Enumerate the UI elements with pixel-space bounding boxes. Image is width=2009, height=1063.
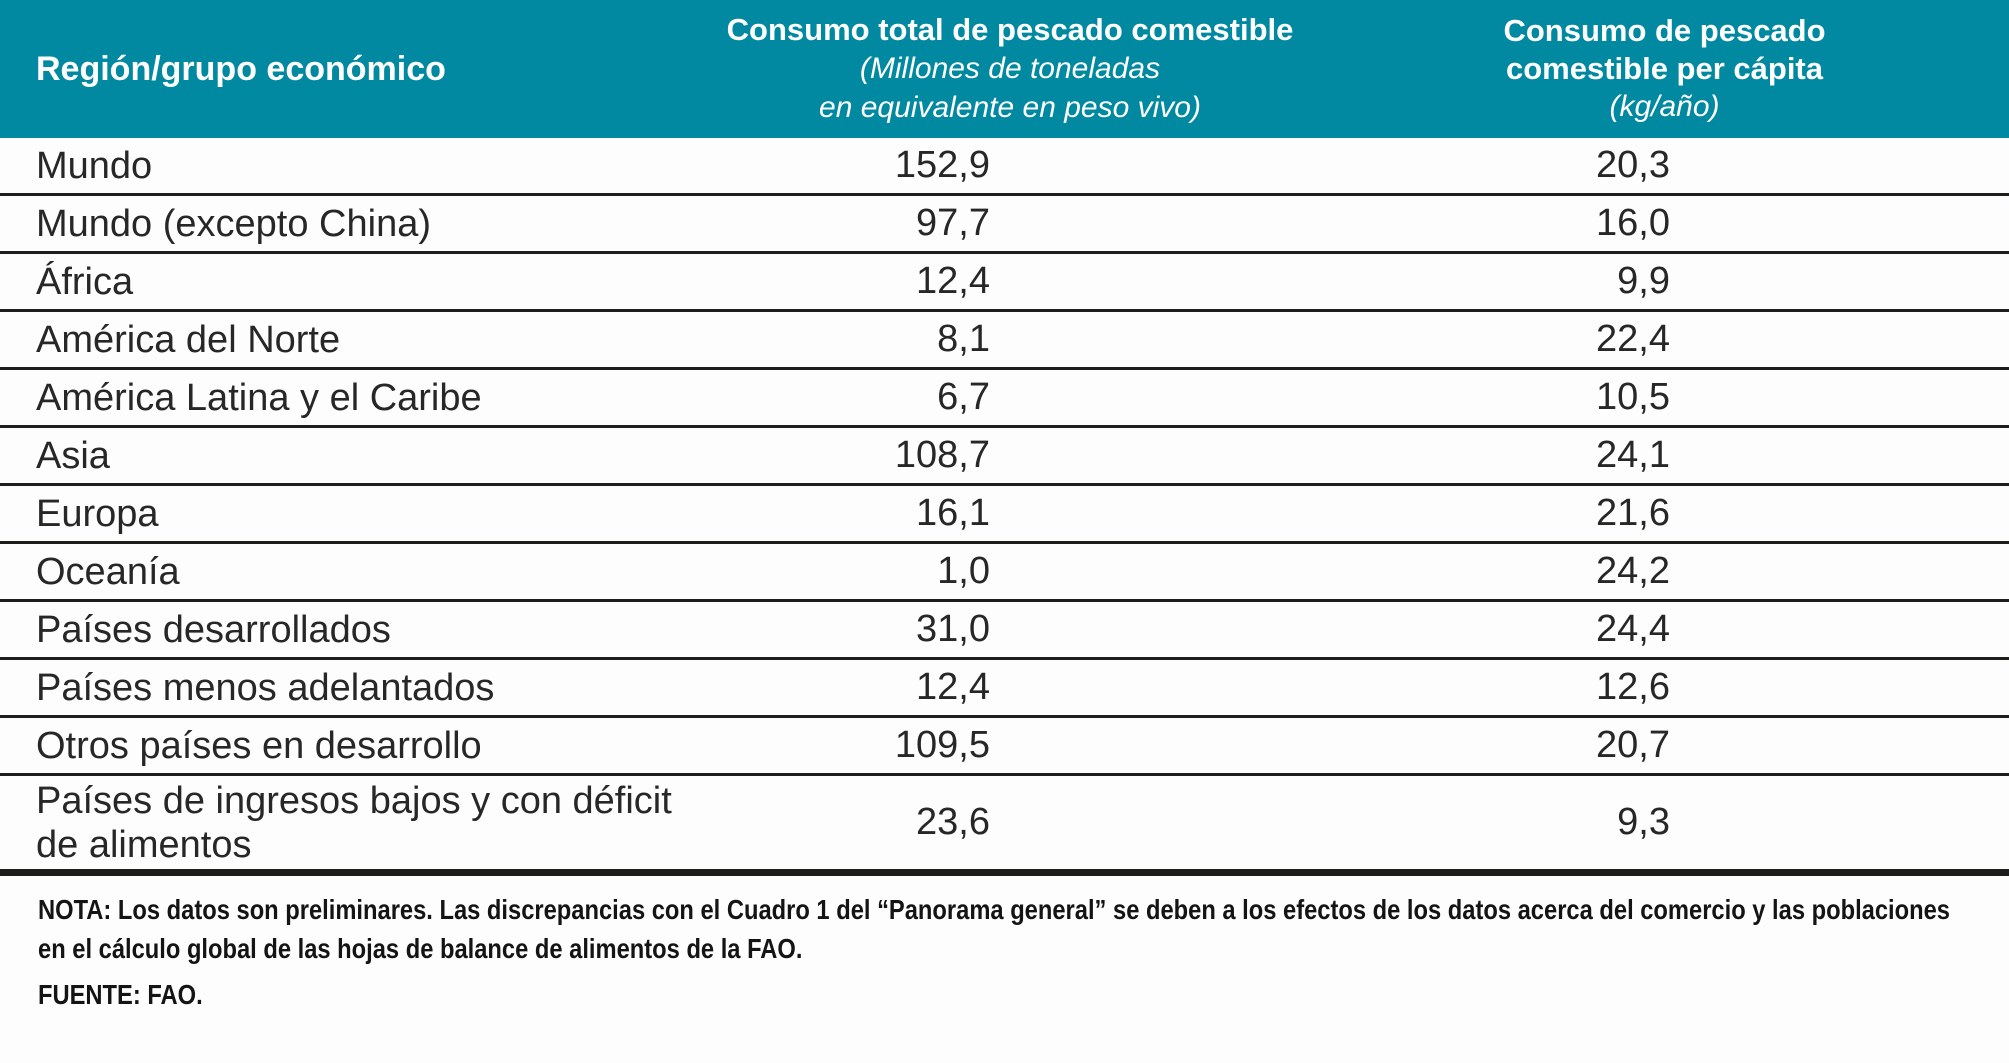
per-capita-cell: 24,4 [1596, 608, 1670, 650]
region-cell: Países menos adelantados [36, 666, 495, 709]
region-cell: Europa [36, 492, 159, 535]
per-capita-cell: 20,3 [1596, 144, 1670, 186]
total-cell: 1,0 [700, 550, 1320, 593]
table-row: América del Norte 8,1 22,4 [0, 312, 2009, 370]
table-row: Países desarrollados 31,0 24,4 [0, 602, 2009, 660]
total-cell: 97,7 [700, 202, 1320, 245]
header-total-consumption-column: Consumo total de pescado comestible (Mil… [700, 0, 1320, 138]
table-row: Otros países en desarrollo 109,5 20,7 [0, 718, 2009, 776]
region-cell: Otros países en desarrollo [36, 724, 482, 767]
table-row: África 12,4 9,9 [0, 254, 2009, 312]
per-capita-cell: 24,2 [1596, 550, 1670, 592]
total-cell: 109,5 [700, 724, 1320, 767]
header-per-capita-column: Consumo de pescado comestible per cápita… [1320, 0, 2009, 138]
total-cell: 12,4 [700, 666, 1320, 709]
total-cell: 8,1 [700, 318, 1320, 361]
table-row: Europa 16,1 21,6 [0, 486, 2009, 544]
header-region-column: Región/grupo económico [0, 0, 700, 138]
per-capita-cell: 10,5 [1596, 376, 1670, 418]
table-row: Mundo 152,9 20,3 [0, 138, 2009, 196]
region-cell: Países desarrollados [36, 608, 391, 651]
per-capita-cell: 24,1 [1596, 434, 1670, 476]
header-per-capita-title-line2: comestible per cápita [1505, 51, 1823, 86]
per-capita-cell: 9,3 [1617, 801, 1670, 843]
per-capita-cell: 20,7 [1596, 724, 1670, 766]
region-cell: Mundo [36, 144, 153, 187]
fish-consumption-table: Región/grupo económico Consumo total de … [0, 0, 2009, 1014]
region-cell: Oceanía [36, 550, 180, 593]
total-value: 109,5 [894, 724, 990, 766]
region-cell: América Latina y el Caribe [36, 376, 482, 419]
total-value: 23,6 [916, 801, 990, 843]
total-value: 6,7 [937, 376, 990, 418]
total-value: 97,7 [916, 202, 990, 244]
table-row: América Latina y el Caribe 6,7 10,5 [0, 370, 2009, 428]
table-row: Países menos adelantados 12,4 12,6 [0, 660, 2009, 718]
header-region-label: Región/grupo económico [36, 49, 446, 88]
total-value: 16,1 [916, 492, 990, 534]
table-header-row: Región/grupo económico Consumo total de … [0, 0, 2009, 138]
total-value: 8,1 [937, 318, 990, 360]
table-bottom-rule [0, 869, 2009, 876]
header-total-title: Consumo total de pescado comestible [726, 12, 1294, 47]
region-cell: Países de ingresos bajos y con déficit d… [0, 779, 700, 867]
per-capita-cell: 21,6 [1596, 492, 1670, 534]
total-cell: 31,0 [700, 608, 1320, 651]
total-value: 1,0 [937, 550, 990, 592]
header-per-capita-unit: (kg/año) [1609, 90, 1720, 123]
total-cell: 6,7 [700, 376, 1320, 419]
total-cell: 23,6 [700, 801, 1320, 844]
per-capita-cell: 9,9 [1617, 260, 1670, 302]
per-capita-cell: 16,0 [1596, 202, 1670, 244]
source-text: FUENTE: FAO. [38, 979, 203, 1010]
total-value: 152,9 [894, 144, 990, 186]
total-cell: 16,1 [700, 492, 1320, 535]
per-capita-cell: 22,4 [1596, 318, 1670, 360]
note-text: NOTA: Los datos son preliminares. Las di… [38, 894, 1950, 964]
total-value: 12,4 [916, 260, 990, 302]
header-total-unit-line1: (Millones de toneladas [859, 52, 1161, 85]
table-row: Asia 108,7 24,1 [0, 428, 2009, 486]
total-value: 12,4 [916, 666, 990, 708]
region-cell: Asia [36, 434, 110, 477]
region-cell: África [36, 260, 134, 303]
total-cell: 12,4 [700, 260, 1320, 303]
table-row: Países de ingresos bajos y con déficit d… [0, 776, 2009, 869]
table-footnotes: NOTA: Los datos son preliminares. Las di… [0, 876, 2009, 1014]
table-row: Oceanía 1,0 24,2 [0, 544, 2009, 602]
total-value: 31,0 [916, 608, 990, 650]
total-cell: 152,9 [700, 144, 1320, 187]
region-cell: Mundo (excepto China) [36, 202, 431, 245]
header-per-capita-title-line1: Consumo de pescado [1503, 13, 1826, 48]
total-value: 108,7 [894, 434, 990, 476]
region-label: Países de ingresos bajos y con déficit d… [36, 779, 672, 866]
total-cell: 108,7 [700, 434, 1320, 477]
table-row: Mundo (excepto China) 97,7 16,0 [0, 196, 2009, 254]
header-total-unit-line2: en equivalente en peso vivo) [819, 91, 1201, 124]
region-cell: América del Norte [36, 318, 341, 361]
per-capita-cell: 12,6 [1596, 666, 1670, 708]
